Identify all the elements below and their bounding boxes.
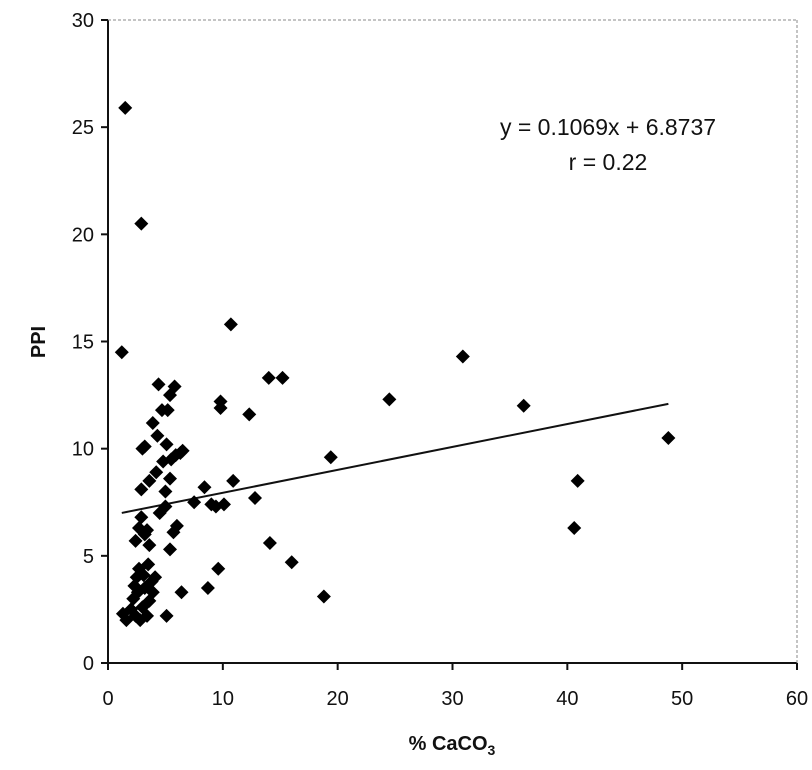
x-tick-label: 30 — [441, 688, 463, 710]
data-point — [145, 585, 160, 600]
data-point — [159, 437, 174, 452]
data-point — [167, 379, 182, 394]
y-tick-label: 15 — [72, 332, 94, 354]
data-point — [150, 428, 165, 443]
data-point — [134, 510, 149, 525]
x-tick-label: 0 — [102, 688, 113, 710]
data-point — [149, 465, 164, 480]
data-point — [151, 377, 166, 392]
data-point — [148, 570, 163, 585]
data-point — [242, 407, 257, 422]
data-point — [140, 608, 155, 623]
x-axis-title-subscript: 3 — [488, 742, 496, 758]
y-axis-ticks: 0 5 10 15 20 25 30 — [72, 10, 108, 675]
x-axis-title: % CaCO3 — [409, 733, 496, 758]
x-tick-label: 20 — [327, 688, 349, 710]
data-point — [213, 400, 228, 415]
data-point — [323, 450, 338, 465]
x-tick-label: 60 — [786, 688, 808, 710]
data-points — [114, 100, 676, 628]
data-point — [136, 568, 151, 583]
data-point — [570, 473, 585, 488]
data-point — [163, 471, 178, 486]
x-axis-title-main: % CaCO — [409, 733, 488, 755]
data-point — [118, 100, 133, 115]
data-point — [140, 523, 155, 538]
annotation-r: r = 0.22 — [569, 149, 648, 175]
y-tick-label: 5 — [83, 546, 94, 568]
data-point — [175, 443, 190, 458]
data-point — [163, 542, 178, 557]
trendline — [121, 402, 669, 514]
y-tick-label: 25 — [72, 117, 94, 139]
data-point — [661, 430, 676, 445]
trendline-group — [121, 402, 669, 514]
data-point — [187, 495, 202, 510]
data-point — [262, 535, 277, 550]
data-point — [169, 518, 184, 533]
data-point — [197, 480, 212, 495]
data-point — [455, 349, 470, 364]
data-point — [114, 345, 129, 360]
data-point — [226, 473, 241, 488]
x-tick-label: 40 — [556, 688, 578, 710]
data-point — [158, 484, 173, 499]
data-point — [160, 403, 175, 418]
data-point — [382, 392, 397, 407]
data-point — [216, 497, 231, 512]
data-point — [247, 490, 262, 505]
data-point — [128, 533, 143, 548]
data-point — [142, 538, 157, 553]
data-point — [284, 555, 299, 570]
data-point — [141, 557, 156, 572]
y-tick-label: 0 — [83, 653, 94, 675]
data-point — [134, 482, 149, 497]
data-point — [158, 499, 173, 514]
data-point — [275, 370, 290, 385]
y-tick-label: 20 — [72, 224, 94, 246]
data-point — [223, 317, 238, 332]
data-point — [145, 415, 160, 430]
data-point — [516, 398, 531, 413]
y-tick-label: 30 — [72, 10, 94, 32]
data-point — [567, 520, 582, 535]
x-axis-ticks: 0 10 20 30 40 50 60 — [102, 663, 808, 710]
x-tick-label: 50 — [671, 688, 693, 710]
data-point — [134, 216, 149, 231]
data-point — [200, 580, 215, 595]
data-point — [137, 439, 152, 454]
y-tick-label: 10 — [72, 439, 94, 461]
y-axis-title: PPI — [28, 326, 50, 358]
data-point — [261, 370, 276, 385]
data-point — [316, 589, 331, 604]
annotation-equation: y = 0.1069x + 6.8737 — [500, 114, 716, 140]
data-point — [159, 608, 174, 623]
data-point — [211, 561, 226, 576]
x-tick-label: 10 — [212, 688, 234, 710]
data-point — [142, 473, 157, 488]
data-point — [174, 585, 189, 600]
